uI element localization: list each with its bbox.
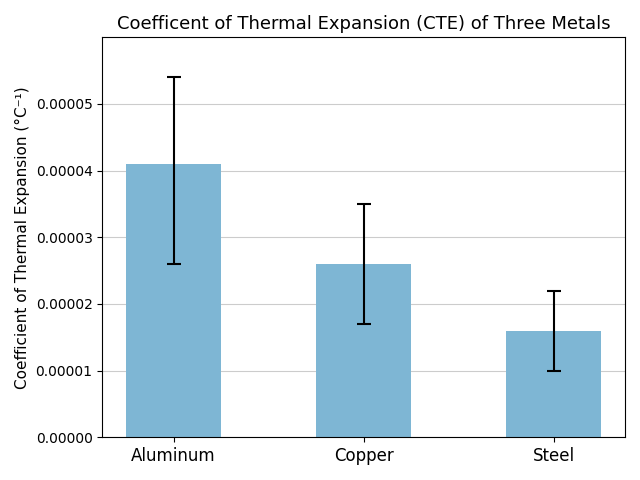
Title: Coefficent of Thermal Expansion (CTE) of Three Metals: Coefficent of Thermal Expansion (CTE) of…: [117, 15, 611, 33]
Bar: [316, 264, 411, 437]
Bar: [126, 164, 221, 437]
Y-axis label: Coefficient of Thermal Expansion (°C⁻¹): Coefficient of Thermal Expansion (°C⁻¹): [15, 86, 30, 389]
Bar: [506, 331, 601, 437]
